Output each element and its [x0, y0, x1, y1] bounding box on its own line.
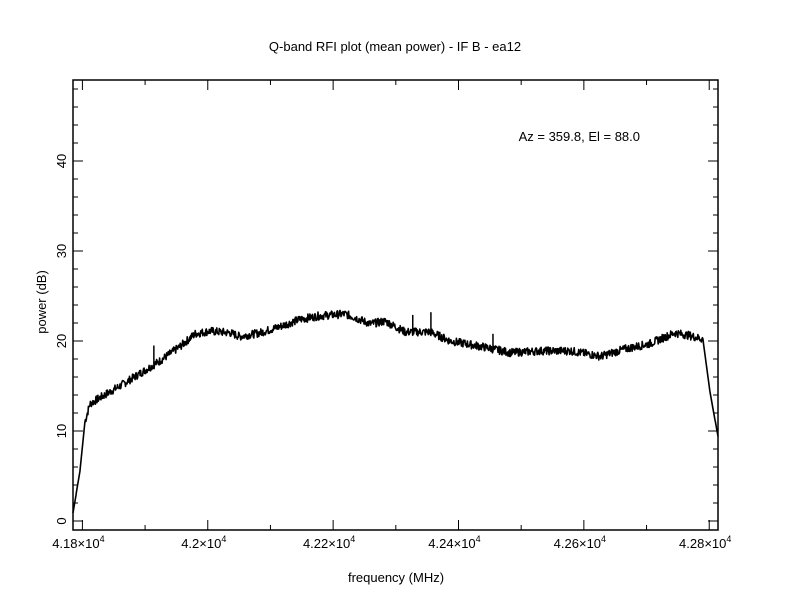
y-tick-label: 30 [54, 244, 69, 258]
y-axis-label: power (dB) [34, 270, 49, 334]
annotation-az-el: Az = 359.8, El = 88.0 [519, 129, 640, 144]
series-line-mean-power [72, 309, 719, 514]
y-tick-label: 40 [54, 154, 69, 168]
y-tick-label: 10 [54, 424, 69, 438]
tick-labels: 4.18×104 4.2×104 4.22×104 4.24×104 4.26×104 4… [52, 154, 731, 551]
x-tick-label: 4.26×104 [554, 534, 606, 551]
x-tick-label: 4.18×104 [52, 534, 104, 551]
axis-ticks [73, 80, 718, 530]
x-tick-label: 4.2×104 [181, 534, 226, 551]
chart-title: Q-band RFI plot (mean power) - IF B - ea… [269, 39, 521, 54]
plot-area [72, 309, 719, 514]
plot-frame [72, 79, 719, 531]
x-tick-label: 4.24×104 [428, 534, 480, 551]
y-tick-label: 0 [54, 517, 69, 524]
x-tick-label: 4.22×104 [303, 534, 355, 551]
y-tick-label: 20 [54, 334, 69, 348]
x-tick-label: 4.28×104 [679, 534, 731, 551]
x-axis-label: frequency (MHz) [348, 570, 444, 585]
